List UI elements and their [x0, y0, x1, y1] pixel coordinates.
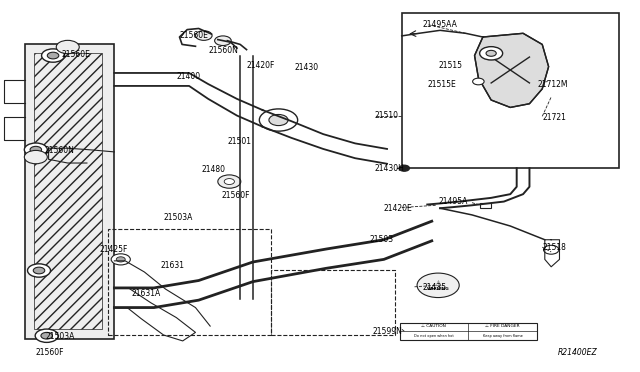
Circle shape	[479, 46, 502, 60]
Circle shape	[269, 115, 288, 126]
Text: ⚠ CAUTION: ⚠ CAUTION	[421, 324, 446, 328]
Bar	[34, 53, 102, 329]
Text: 21425F: 21425F	[100, 244, 128, 253]
Circle shape	[259, 109, 298, 131]
Text: 21560F: 21560F	[36, 348, 64, 357]
Circle shape	[35, 329, 58, 342]
Circle shape	[56, 40, 79, 54]
Bar	[402, 13, 619, 168]
Circle shape	[472, 78, 484, 85]
Text: 21560E: 21560E	[61, 50, 90, 59]
Circle shape	[24, 143, 47, 156]
Circle shape	[47, 52, 59, 59]
Text: 21501: 21501	[227, 137, 252, 146]
Circle shape	[417, 273, 460, 298]
Text: 21560N: 21560N	[44, 146, 74, 155]
Circle shape	[111, 254, 131, 265]
Circle shape	[24, 150, 47, 164]
Text: WARNING: WARNING	[427, 287, 449, 291]
Text: 21420E: 21420E	[384, 204, 413, 213]
Text: 21503A: 21503A	[164, 213, 193, 222]
Text: 21560F: 21560F	[221, 191, 250, 200]
Text: 21420F: 21420F	[246, 61, 275, 70]
Text: ⚠: ⚠	[435, 279, 442, 288]
Text: 21712M: 21712M	[537, 80, 568, 89]
Circle shape	[116, 257, 125, 262]
Circle shape	[486, 50, 496, 56]
Text: ⚠ FIRE DANGER: ⚠ FIRE DANGER	[485, 324, 520, 328]
Circle shape	[33, 267, 45, 274]
Bar	[108, 230, 271, 335]
Text: 21510: 21510	[374, 111, 398, 120]
Bar	[400, 323, 537, 340]
Polygon shape	[474, 33, 548, 108]
Bar	[25, 44, 115, 339]
Text: 21631: 21631	[161, 261, 184, 270]
Text: 21560E: 21560E	[179, 31, 209, 41]
Circle shape	[28, 264, 51, 277]
Circle shape	[195, 31, 212, 40]
Bar	[479, 203, 491, 208]
Text: 21721: 21721	[542, 113, 566, 122]
Text: 21435: 21435	[422, 283, 446, 292]
Text: 21503: 21503	[370, 235, 394, 244]
Circle shape	[41, 333, 52, 339]
Text: 21515: 21515	[438, 61, 462, 70]
Text: 21495A: 21495A	[438, 197, 467, 206]
Circle shape	[399, 165, 410, 171]
Text: 21480: 21480	[202, 165, 226, 174]
Text: 21631A: 21631A	[132, 289, 161, 298]
Circle shape	[218, 175, 241, 188]
Text: 21518: 21518	[542, 243, 566, 251]
Circle shape	[224, 179, 234, 185]
Text: 21400: 21400	[176, 72, 200, 81]
Text: 21495AA: 21495AA	[422, 20, 457, 29]
Circle shape	[42, 49, 65, 62]
Circle shape	[30, 146, 42, 153]
Text: 21599N: 21599N	[372, 327, 403, 336]
Text: 21430: 21430	[294, 63, 319, 72]
Circle shape	[214, 36, 231, 45]
Text: Keep away from flame: Keep away from flame	[483, 334, 522, 338]
Text: 21515E: 21515E	[428, 80, 456, 89]
Text: 21503A: 21503A	[45, 331, 75, 341]
Text: 21560N: 21560N	[208, 46, 238, 55]
Text: 21430H: 21430H	[375, 164, 404, 173]
Circle shape	[543, 245, 559, 254]
Text: Do not open when hot: Do not open when hot	[413, 334, 454, 338]
Bar	[271, 270, 396, 335]
Text: R21400EZ: R21400EZ	[558, 348, 598, 357]
